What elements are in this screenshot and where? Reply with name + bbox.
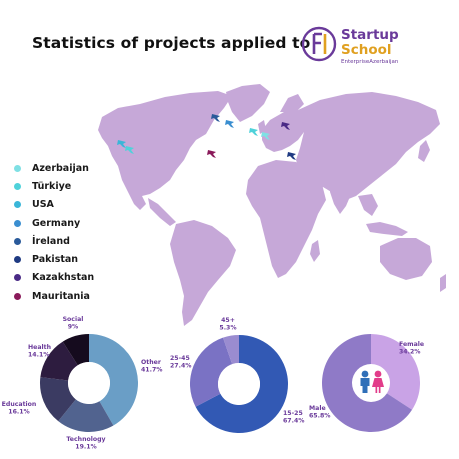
- central-america-shape: [148, 198, 176, 226]
- australia-shape: [380, 238, 432, 280]
- turkiye-marker-icon: [249, 128, 258, 136]
- legend-dot: [14, 164, 21, 172]
- slice-label: Technology: [66, 436, 105, 443]
- slice-value-label: 9%: [68, 324, 79, 331]
- madagascar-shape: [310, 240, 320, 262]
- legend-item-azerbaijan: Azerbaijan: [14, 159, 94, 177]
- north-america-shape: [98, 91, 232, 210]
- donut-hole: [68, 362, 110, 404]
- pie-slice-social: [62, 334, 89, 366]
- legend-item-germany: Germany: [14, 214, 94, 232]
- usa-marker-icon: [117, 140, 126, 148]
- legend-dot: [14, 237, 21, 245]
- slice-label: 45+: [221, 317, 235, 324]
- pie-slice-25-45: [190, 337, 233, 407]
- slice-label: Male: [309, 405, 326, 412]
- legend-dot: [14, 182, 21, 190]
- legend-item-kazakhstan: Kazakhstan: [14, 269, 94, 287]
- slice-value-label: 14.1%: [28, 352, 49, 359]
- legend-label: USA: [32, 199, 54, 211]
- legend-dot: [14, 274, 21, 282]
- pie-slice-45-: [222, 335, 239, 365]
- japan-shape: [418, 140, 430, 162]
- slice-label: Health: [28, 344, 51, 351]
- logo-line-1: Startup: [341, 27, 399, 43]
- logo-tagline: EnterpriseAzerbaijan: [341, 59, 399, 65]
- new-zealand-shape: [440, 274, 446, 292]
- asia-shape: [296, 92, 440, 200]
- legend-label: Azerbaijan: [32, 162, 89, 174]
- usa-marker-2-icon: [125, 146, 134, 154]
- legend-label: Kazakhstan: [32, 272, 95, 284]
- mauritania-marker-icon: [207, 150, 216, 158]
- slice-value-label: 27.4%: [170, 363, 191, 370]
- india-shape: [330, 180, 352, 214]
- south-america-shape: [170, 220, 236, 326]
- pie-slice-other: [89, 334, 138, 426]
- legend-dot: [14, 201, 21, 209]
- pie-slice-education: [39, 377, 76, 422]
- middle-east-shape: [300, 160, 330, 188]
- scandinavia-shape: [280, 94, 304, 112]
- slice-value-label: 65.8%: [309, 413, 330, 420]
- legend-dot: [14, 256, 21, 264]
- kazakhstan-marker-icon: [281, 122, 290, 130]
- germany-marker-icon: [225, 120, 234, 128]
- slice-value-label: 19.1%: [75, 444, 96, 451]
- legend-item-mauritania: Mauritania: [14, 287, 94, 305]
- slice-value-label: 67.4%: [283, 418, 304, 425]
- slice-label: 25-45: [170, 355, 190, 362]
- logo-line-2: School: [341, 42, 392, 58]
- slice-value-label: 16.1%: [8, 409, 29, 416]
- startup-school-logo: Startup School EnterpriseAzerbaijan: [299, 24, 409, 70]
- indonesia-shape: [366, 222, 408, 236]
- legend-label: İreland: [32, 235, 70, 247]
- slice-value-label: 41.7%: [141, 367, 162, 374]
- logo-mark-icon: [301, 26, 337, 62]
- pie-slice-15-25: [195, 335, 288, 433]
- legend-item-ireland: İreland: [14, 232, 94, 250]
- legend-dot: [14, 292, 21, 300]
- legend-item-turkiye: Türkiye: [14, 177, 94, 195]
- europe-shape: [262, 110, 306, 152]
- legend-label: Pakistan: [32, 254, 79, 266]
- donut-hole: [218, 363, 260, 405]
- gender-icon: [352, 364, 390, 402]
- page-title: Statistics of projects applied to: [32, 34, 311, 52]
- slice-label: Female: [399, 341, 424, 348]
- map-markers: [117, 114, 296, 160]
- azerbaijan-marker-icon: [261, 132, 270, 140]
- legend-label: Mauritania: [32, 290, 90, 302]
- slice-label: Education: [2, 401, 37, 408]
- uk-shape: [258, 120, 266, 134]
- pie-slice-technology: [58, 399, 114, 432]
- legend-item-pakistan: Pakistan: [14, 250, 94, 268]
- slice-value-label: 34.2%: [399, 349, 420, 356]
- pakistan-marker-icon: [287, 152, 296, 160]
- slice-label: Other: [141, 359, 162, 366]
- legend-item-usa: USA: [14, 196, 94, 214]
- southeast-asia-shape: [358, 194, 378, 216]
- pie-slice-health: [40, 341, 78, 381]
- slice-label: Social: [63, 316, 84, 323]
- slice-label: 15-25: [283, 410, 303, 417]
- legend-label: Türkiye: [32, 180, 72, 192]
- africa-shape: [246, 160, 326, 278]
- legend-label: Germany: [32, 217, 81, 229]
- greenland-shape: [226, 84, 270, 122]
- legend-dot: [14, 219, 21, 227]
- slice-value-label: 5.3%: [219, 325, 236, 332]
- country-legend: Azerbaijan Türkiye USA Germany İreland P…: [14, 159, 94, 305]
- ireland-marker-icon: [211, 114, 220, 122]
